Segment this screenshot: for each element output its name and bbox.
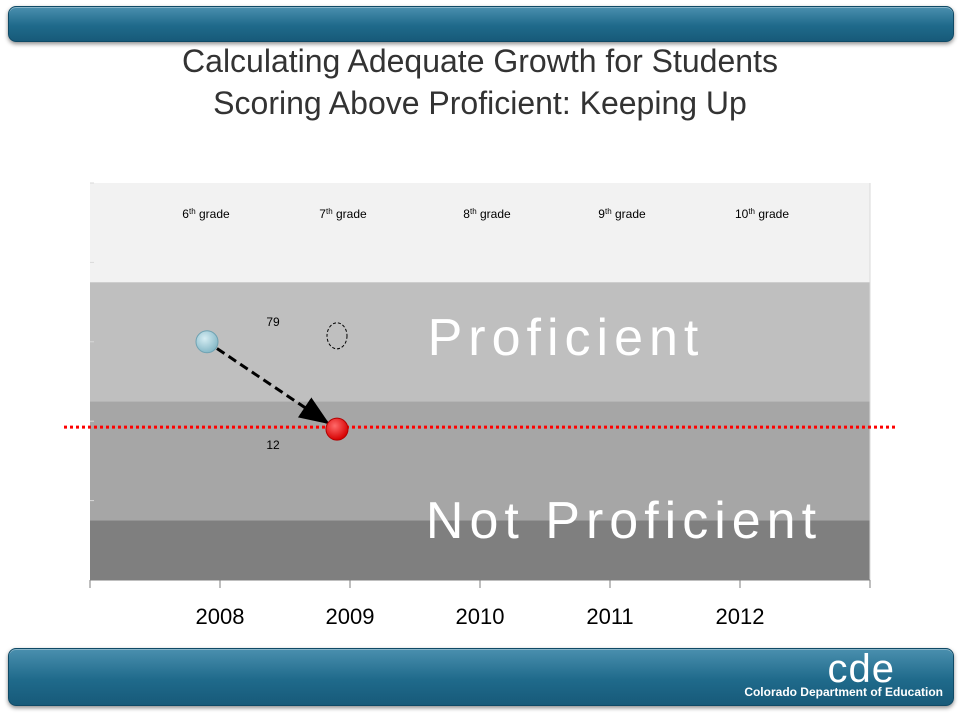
grade-label: 8th grade <box>463 207 511 221</box>
x-tick-label: 2008 <box>196 604 245 629</box>
x-tick-label: 2009 <box>326 604 375 629</box>
x-tick-label: 2012 <box>716 604 765 629</box>
band-label-proficient: Proficient <box>428 309 705 367</box>
grade-label: 10th grade <box>735 207 789 221</box>
org-name: Colorado Department of Education <box>744 685 943 699</box>
target-circle <box>326 322 348 350</box>
growth-arrow <box>216 347 330 425</box>
x-tick-label: 2010 <box>456 604 505 629</box>
band-label-not-proficient: Not Proficient <box>426 492 822 550</box>
data-point-end <box>325 417 349 441</box>
grade-label: 6th grade <box>182 207 230 221</box>
x-tick-label: 2011 <box>586 604 633 629</box>
data-point-start <box>195 330 219 354</box>
title-line-1: Calculating Adequate Growth for Students <box>182 43 778 79</box>
data-label: 12 <box>266 438 280 452</box>
header-bar <box>8 6 954 42</box>
band-3 <box>90 520 870 580</box>
data-label: 79 <box>266 315 280 329</box>
band-2 <box>90 401 870 521</box>
title-line-2: Scoring Above Proficient: Keeping Up <box>213 85 747 121</box>
page-title: Calculating Adequate Growth for Students… <box>0 40 960 124</box>
grade-label: 7th grade <box>319 207 367 221</box>
band-0 <box>90 183 870 283</box>
footer-bar: cde Colorado Department of Education <box>8 648 954 706</box>
grade-label: 9th grade <box>598 207 646 221</box>
band-1 <box>90 282 870 402</box>
cde-logo: cde <box>827 647 895 691</box>
